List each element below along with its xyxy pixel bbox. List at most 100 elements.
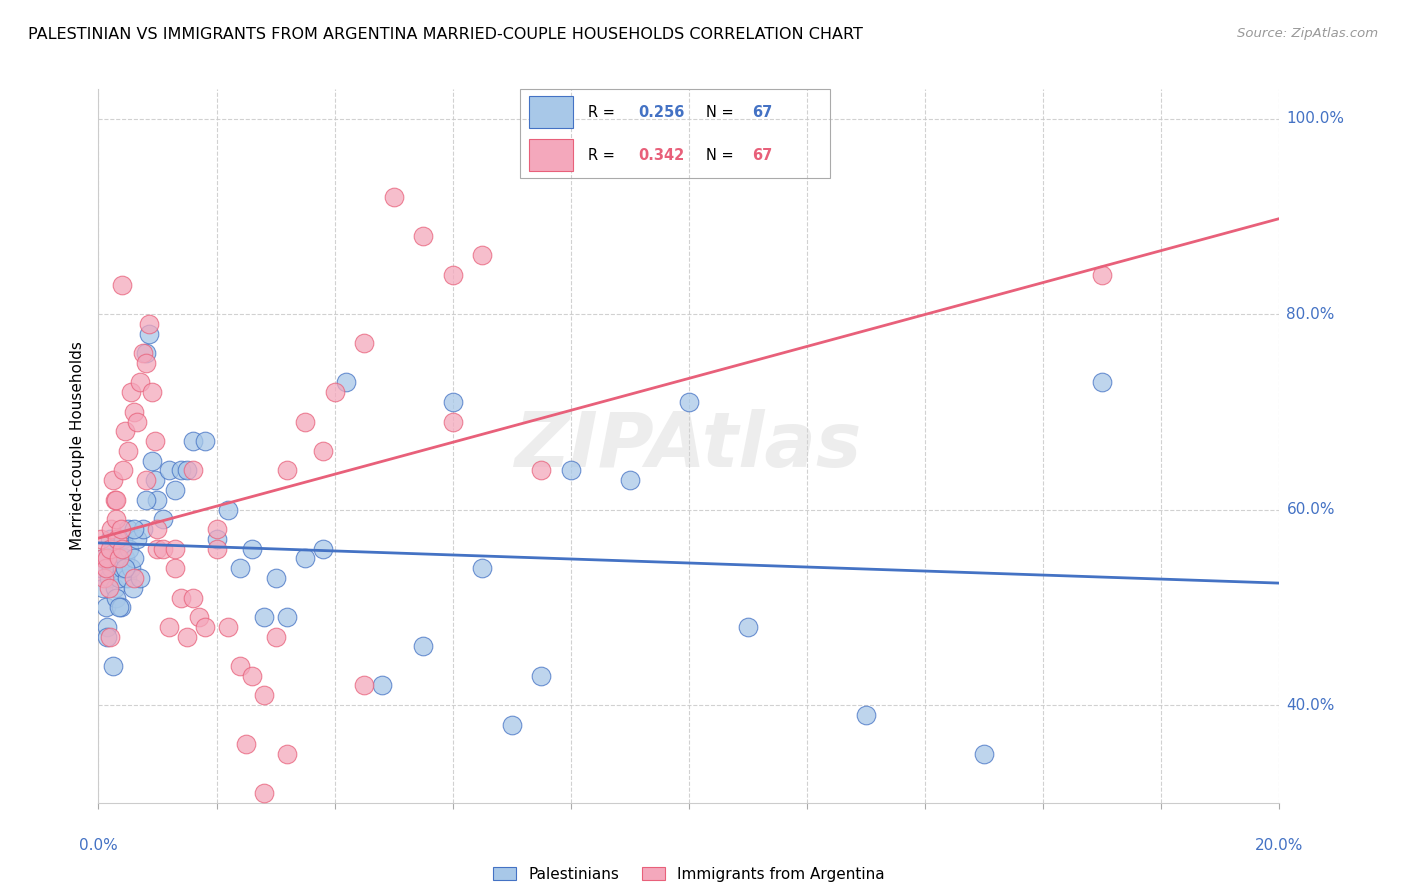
Point — [98, 541, 121, 556]
Point — [125, 532, 148, 546]
Point — [187, 610, 209, 624]
Point — [138, 326, 160, 341]
Point — [135, 473, 157, 487]
Point — [114, 561, 136, 575]
Point — [152, 512, 174, 526]
Point — [111, 541, 134, 556]
Point — [205, 541, 228, 556]
Text: 20.0%: 20.0% — [1256, 838, 1303, 854]
Point — [312, 541, 335, 556]
Point — [371, 678, 394, 692]
Point — [90, 561, 112, 575]
Point — [146, 541, 169, 556]
Text: 67: 67 — [752, 105, 772, 120]
Point — [100, 522, 122, 536]
Point — [110, 600, 132, 615]
Point — [112, 463, 135, 477]
Point — [108, 551, 131, 566]
Point — [132, 346, 155, 360]
Point — [335, 376, 357, 390]
Point — [93, 551, 115, 566]
Text: PALESTINIAN VS IMMIGRANTS FROM ARGENTINA MARRIED-COUPLE HOUSEHOLDS CORRELATION C: PALESTINIAN VS IMMIGRANTS FROM ARGENTINA… — [28, 27, 863, 42]
Point — [100, 561, 122, 575]
Point — [128, 376, 150, 390]
Point — [253, 688, 276, 702]
Point — [1091, 268, 1114, 282]
Point — [114, 551, 136, 566]
Point — [294, 415, 316, 429]
Point — [678, 395, 700, 409]
Point — [103, 541, 125, 556]
Point — [135, 356, 157, 370]
Point — [412, 640, 434, 654]
Point — [323, 385, 346, 400]
Point — [111, 561, 134, 575]
Point — [253, 786, 276, 800]
Point — [91, 581, 114, 595]
Point — [157, 620, 180, 634]
Point — [181, 591, 204, 605]
Point — [530, 463, 553, 477]
Point — [120, 561, 142, 575]
Point — [125, 415, 148, 429]
Point — [98, 630, 121, 644]
Point — [353, 678, 375, 692]
Point — [135, 346, 157, 360]
Point — [737, 620, 759, 634]
Point — [276, 747, 298, 761]
Point — [973, 747, 995, 761]
Point — [138, 317, 160, 331]
Point — [165, 541, 187, 556]
Text: 0.0%: 0.0% — [79, 838, 118, 854]
Point — [353, 336, 375, 351]
Point — [441, 268, 464, 282]
Point — [229, 659, 252, 673]
Point — [114, 425, 136, 439]
Point — [105, 492, 128, 507]
Point — [165, 561, 187, 575]
Point — [194, 620, 217, 634]
Text: 0.256: 0.256 — [638, 105, 685, 120]
Point — [264, 630, 287, 644]
Text: 80.0%: 80.0% — [1286, 307, 1334, 321]
Text: 100.0%: 100.0% — [1286, 111, 1344, 126]
Text: 40.0%: 40.0% — [1286, 698, 1334, 713]
Text: R =: R = — [588, 148, 620, 162]
Point — [501, 717, 523, 731]
Point — [96, 620, 118, 634]
Point — [111, 277, 134, 292]
Point — [120, 385, 142, 400]
Point — [98, 581, 121, 595]
Point — [276, 610, 298, 624]
Point — [530, 669, 553, 683]
Point — [122, 405, 145, 419]
Point — [110, 522, 132, 536]
Point — [165, 483, 187, 497]
Legend: Palestinians, Immigrants from Argentina: Palestinians, Immigrants from Argentina — [486, 861, 891, 888]
Point — [104, 581, 127, 595]
Point — [94, 561, 117, 575]
Point — [117, 443, 139, 458]
Point — [108, 600, 131, 615]
Point — [176, 630, 198, 644]
FancyBboxPatch shape — [530, 139, 572, 171]
Text: Source: ZipAtlas.com: Source: ZipAtlas.com — [1237, 27, 1378, 40]
Point — [112, 532, 135, 546]
Point — [294, 551, 316, 566]
Text: N =: N = — [706, 105, 738, 120]
Point — [122, 551, 145, 566]
Point — [855, 707, 877, 722]
Point — [105, 512, 128, 526]
Text: ZIPAtlas: ZIPAtlas — [515, 409, 863, 483]
Point — [94, 600, 117, 615]
Text: 67: 67 — [752, 148, 772, 162]
Point — [176, 463, 198, 477]
Point — [264, 571, 287, 585]
Point — [105, 591, 128, 605]
Point — [312, 443, 335, 458]
Point — [253, 610, 276, 624]
Point — [217, 620, 239, 634]
Text: N =: N = — [706, 148, 738, 162]
Point — [93, 571, 115, 585]
Point — [98, 532, 121, 546]
